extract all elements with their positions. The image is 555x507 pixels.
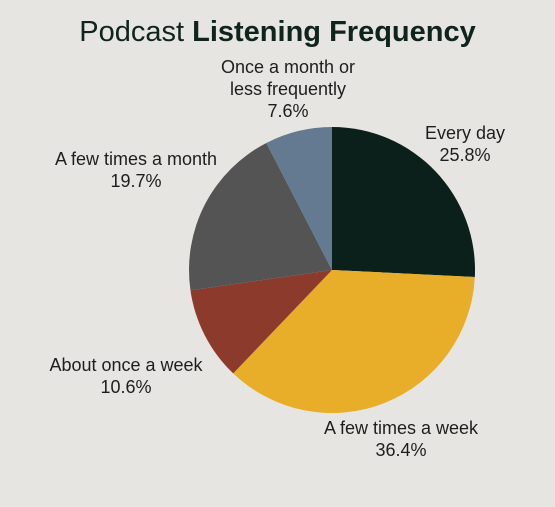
chart-title: Podcast Listening Frequency — [0, 16, 555, 49]
pie-slice-1 — [233, 270, 475, 413]
slice-label-text: About once a week — [49, 355, 203, 375]
pie-slice-3 — [189, 142, 332, 291]
slice-label-1: A few times a week 36.4% — [281, 417, 521, 461]
slice-label-text: A few times a week — [323, 418, 479, 438]
pie-slice-0 — [332, 127, 475, 277]
slice-label-text: Once a month or — [220, 57, 356, 77]
chart-title-bold: Listening Frequency — [192, 16, 476, 48]
slice-label-3: A few times a month 19.7% — [16, 148, 256, 192]
pie-slice-4 — [266, 127, 332, 270]
slice-value: 10.6% — [100, 377, 152, 397]
slice-label-4: Once a month or less frequently 7.6% — [168, 56, 408, 122]
slice-value: 7.6% — [267, 101, 309, 121]
slice-value: 25.8% — [439, 145, 491, 165]
slice-label-2: About once a week 10.6% — [6, 354, 246, 398]
slice-label-text: Every day — [424, 123, 506, 143]
slice-value: 19.7% — [110, 171, 162, 191]
slice-value: 36.4% — [375, 440, 427, 460]
chart-title-regular: Podcast — [79, 16, 185, 48]
slice-label-0: Every day 25.8% — [345, 122, 555, 166]
pie-slice-2 — [190, 270, 332, 374]
slice-label-text: A few times a month — [54, 149, 218, 169]
slice-label-text: less frequently — [229, 79, 347, 99]
